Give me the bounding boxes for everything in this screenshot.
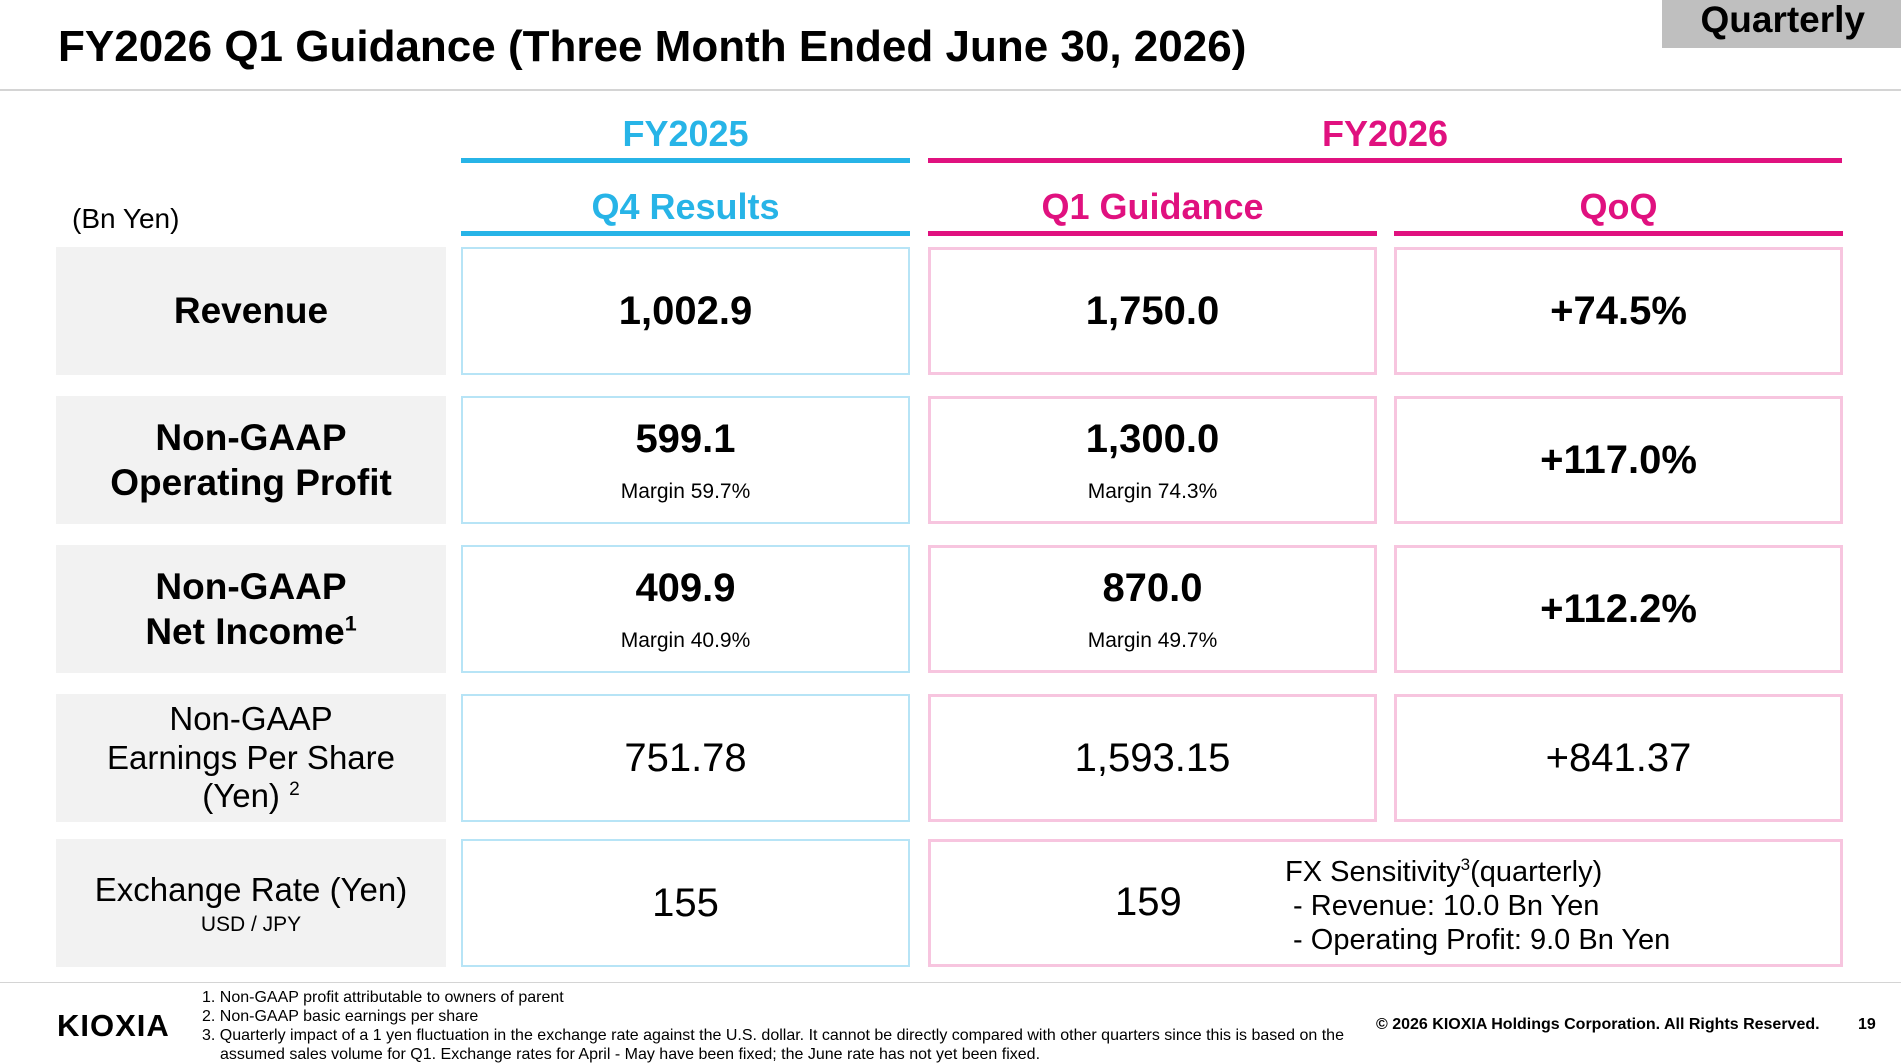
- value: 599.1: [635, 416, 736, 461]
- cell-revenue-q4: 1,002.9: [461, 247, 910, 375]
- row-label-eps: Non-GAAP Earnings Per Share (Yen) 2: [56, 694, 446, 822]
- cell-exchange-rate-q1: [928, 839, 1843, 967]
- value: 751.78: [624, 735, 747, 780]
- exchange-rate-q1-value: 159: [1115, 880, 1182, 924]
- group-header-fy2026: FY2026: [1321, 113, 1449, 154]
- column-underline-qoq: [1394, 231, 1843, 236]
- cell-exchange-rate-q4: 155: [461, 839, 910, 967]
- footnote-2: 2. Non-GAAP basic earnings per share: [202, 1008, 479, 1025]
- cell-eps-qoq: +841.37: [1394, 694, 1843, 822]
- group-header-fy2025: FY2025: [622, 113, 749, 154]
- cell-eps-q1: 1,593.15: [928, 694, 1377, 822]
- fx-sensitivity-title-text: FX Sensitivity: [1285, 856, 1461, 888]
- row-label-line3-wrap: (Yen) 2: [202, 777, 299, 816]
- footnote-ref-3: 3: [1460, 855, 1471, 874]
- row-label-text: Revenue: [173, 290, 329, 332]
- footnote-3-continued: assumed sales volume for Q1. Exchange ra…: [220, 1046, 1041, 1063]
- column-header-q1-guidance: Q1 Guidance: [1041, 186, 1264, 227]
- quarterly-badge: Quarterly: [1662, 0, 1901, 48]
- row-label-exchange-rate: Exchange Rate (Yen) USD / JPY: [56, 839, 446, 967]
- row-label-line2-wrap: Net Income1: [145, 609, 356, 654]
- title-divider: [0, 89, 1901, 91]
- row-label-line2: Operating Profit: [110, 462, 392, 503]
- margin: Margin 40.9%: [620, 628, 751, 652]
- page-number: 19: [1858, 1016, 1876, 1033]
- value: 1,593.15: [1074, 735, 1231, 780]
- row-label-revenue: Revenue: [56, 247, 446, 375]
- cell-operating-profit-q4: 599.1 Margin 59.7%: [461, 396, 910, 524]
- cell-eps-q4: 751.78: [461, 694, 910, 822]
- margin: Margin 59.7%: [620, 479, 751, 503]
- fx-sensitivity: FX Sensitivity3(quarterly) - Revenue: 10…: [1285, 855, 1670, 957]
- row-label-line1: Non-GAAP: [155, 416, 347, 458]
- value: 1,750.0: [1085, 288, 1220, 333]
- margin: Margin 74.3%: [1087, 479, 1218, 503]
- row-label-line1: Non-GAAP: [169, 700, 333, 738]
- value: 870.0: [1102, 565, 1203, 610]
- margin: Margin 49.7%: [1087, 628, 1218, 652]
- fx-sensitivity-operating-profit: - Operating Profit: 9.0 Bn Yen: [1285, 924, 1671, 956]
- row-label-line1: Non-GAAP: [155, 565, 347, 607]
- value: +841.37: [1545, 735, 1692, 780]
- footnote-1: 1. Non-GAAP profit attributable to owner…: [202, 989, 564, 1006]
- value: +74.5%: [1550, 288, 1687, 333]
- cell-operating-profit-qoq: +117.0%: [1394, 396, 1843, 524]
- unit-label: (Bn Yen): [72, 203, 180, 234]
- value: +117.0%: [1540, 437, 1697, 482]
- value: 1,300.0: [1085, 416, 1220, 461]
- fx-sensitivity-suffix: (quarterly): [1470, 856, 1603, 888]
- column-underline-q1-guidance: [928, 231, 1377, 236]
- footer-divider: [0, 982, 1901, 983]
- fx-sensitivity-revenue: - Revenue: 10.0 Bn Yen: [1285, 890, 1600, 922]
- row-label-line2: Earnings Per Share: [107, 738, 395, 776]
- footnotes: 1. Non-GAAP profit attributable to owner…: [202, 988, 1382, 1064]
- value: 409.9: [635, 565, 736, 610]
- cell-net-income-q4: 409.9 Margin 40.9%: [461, 545, 910, 673]
- column-underline-q4-results: [461, 231, 910, 236]
- cell-net-income-qoq: +112.2%: [1394, 545, 1843, 673]
- fx-sensitivity-title: FX Sensitivity3(quarterly): [1285, 855, 1670, 889]
- cell-revenue-q1: 1,750.0: [928, 247, 1377, 375]
- row-label-text: Exchange Rate (Yen): [94, 871, 408, 909]
- row-label-net-income: Non-GAAP Net Income1: [56, 545, 446, 673]
- cell-net-income-q1: 870.0 Margin 49.7%: [928, 545, 1377, 673]
- footnote-ref-2: 2: [289, 779, 300, 801]
- value: 1,002.9: [618, 288, 753, 333]
- group-underline-fy2026: [928, 158, 1842, 163]
- column-header-q4-results: Q4 Results: [591, 186, 780, 227]
- row-label-operating-profit: Non-GAAP Operating Profit: [56, 396, 446, 524]
- group-underline-fy2025: [461, 158, 910, 163]
- page-title: FY2026 Q1 Guidance (Three Month Ended Ju…: [58, 22, 1247, 71]
- row-label-line3: (Yen): [202, 777, 290, 815]
- footnote-ref-1: 1: [344, 611, 357, 636]
- row-label-line2: Net Income: [145, 611, 345, 652]
- value: 155: [652, 880, 719, 925]
- cell-operating-profit-q1: 1,300.0 Margin 74.3%: [928, 396, 1377, 524]
- column-header-qoq: QoQ: [1579, 186, 1658, 227]
- cell-revenue-qoq: +74.5%: [1394, 247, 1843, 375]
- value: +112.2%: [1540, 586, 1697, 631]
- footnote-3: 3. Quarterly impact of a 1 yen fluctuati…: [202, 1027, 1344, 1044]
- copyright: © 2026 KIOXIA Holdings Corporation. All …: [1376, 1016, 1820, 1033]
- row-label-sub: USD / JPY: [200, 912, 302, 936]
- kioxia-logo: KIOXIA: [57, 1008, 170, 1043]
